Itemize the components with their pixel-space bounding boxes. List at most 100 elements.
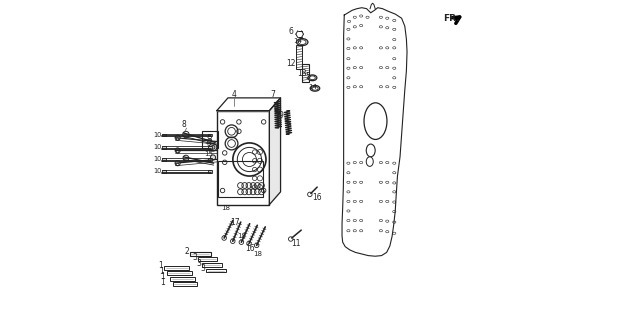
Circle shape	[239, 240, 244, 244]
Ellipse shape	[366, 16, 369, 18]
Ellipse shape	[379, 26, 382, 28]
Ellipse shape	[392, 211, 396, 213]
Text: 10: 10	[154, 144, 162, 150]
Ellipse shape	[386, 67, 389, 69]
Text: 9: 9	[278, 111, 283, 120]
Ellipse shape	[360, 86, 363, 88]
Circle shape	[247, 241, 251, 246]
Ellipse shape	[386, 231, 389, 233]
Ellipse shape	[347, 200, 350, 203]
Circle shape	[230, 239, 235, 244]
Ellipse shape	[386, 161, 389, 164]
Ellipse shape	[353, 181, 356, 183]
Ellipse shape	[366, 157, 373, 166]
Text: 16: 16	[245, 244, 254, 253]
Ellipse shape	[392, 172, 396, 174]
Text: 3: 3	[196, 259, 201, 268]
Ellipse shape	[360, 15, 363, 17]
Ellipse shape	[379, 16, 382, 18]
Ellipse shape	[347, 191, 350, 193]
Ellipse shape	[360, 200, 363, 203]
Ellipse shape	[347, 58, 350, 60]
Ellipse shape	[347, 86, 350, 88]
Ellipse shape	[311, 86, 318, 90]
Ellipse shape	[353, 86, 356, 88]
Text: 18: 18	[254, 251, 263, 257]
Text: 15: 15	[203, 151, 213, 157]
Ellipse shape	[308, 75, 317, 81]
Ellipse shape	[392, 182, 396, 184]
Ellipse shape	[353, 16, 356, 18]
Bar	[167, 271, 192, 275]
Ellipse shape	[392, 221, 396, 223]
Ellipse shape	[392, 47, 396, 49]
Ellipse shape	[366, 144, 375, 157]
Ellipse shape	[392, 19, 396, 21]
Bar	[202, 131, 218, 148]
Bar	[161, 158, 166, 161]
Ellipse shape	[310, 85, 320, 91]
Text: 14: 14	[308, 84, 317, 90]
Ellipse shape	[360, 230, 363, 232]
Ellipse shape	[347, 77, 350, 79]
Text: 8: 8	[181, 120, 187, 130]
Bar	[161, 133, 166, 136]
Ellipse shape	[379, 67, 382, 69]
Ellipse shape	[379, 161, 382, 164]
Ellipse shape	[386, 47, 389, 49]
Bar	[207, 269, 226, 272]
Text: 10: 10	[154, 132, 162, 138]
Text: 14: 14	[294, 37, 303, 44]
Text: 2: 2	[185, 247, 190, 256]
Ellipse shape	[347, 172, 350, 174]
Text: 3: 3	[192, 253, 197, 262]
Text: 4: 4	[231, 90, 236, 99]
Ellipse shape	[360, 181, 363, 183]
Ellipse shape	[360, 161, 363, 164]
Ellipse shape	[379, 86, 382, 88]
Text: 1: 1	[159, 261, 163, 270]
Bar	[202, 263, 222, 267]
Ellipse shape	[347, 230, 350, 232]
Ellipse shape	[310, 76, 315, 80]
Ellipse shape	[386, 86, 389, 88]
Ellipse shape	[347, 38, 350, 40]
Ellipse shape	[347, 67, 350, 69]
Ellipse shape	[392, 201, 396, 203]
Text: 1: 1	[160, 272, 165, 281]
Circle shape	[288, 237, 293, 241]
Text: 10: 10	[154, 168, 162, 174]
Bar	[190, 252, 212, 256]
Ellipse shape	[353, 220, 356, 222]
Ellipse shape	[386, 181, 389, 183]
Circle shape	[175, 135, 180, 140]
Ellipse shape	[379, 181, 382, 183]
Ellipse shape	[386, 17, 389, 19]
Circle shape	[175, 148, 180, 153]
Polygon shape	[269, 98, 281, 204]
Circle shape	[222, 236, 226, 240]
Ellipse shape	[298, 40, 306, 44]
Ellipse shape	[360, 67, 363, 69]
Text: 11: 11	[291, 239, 301, 248]
Bar	[217, 111, 269, 204]
Bar	[173, 282, 197, 286]
Ellipse shape	[360, 47, 363, 49]
Bar	[208, 146, 212, 149]
Ellipse shape	[379, 230, 382, 232]
Bar	[198, 258, 217, 261]
Ellipse shape	[347, 162, 350, 164]
Text: FR.: FR.	[443, 14, 460, 23]
Ellipse shape	[392, 58, 396, 60]
Ellipse shape	[392, 191, 396, 193]
Ellipse shape	[353, 47, 356, 49]
Circle shape	[254, 243, 259, 248]
Polygon shape	[217, 98, 281, 111]
Ellipse shape	[386, 220, 389, 222]
Text: 3: 3	[201, 264, 205, 274]
Text: 10: 10	[154, 156, 162, 162]
Ellipse shape	[386, 27, 389, 29]
Ellipse shape	[353, 200, 356, 203]
Circle shape	[209, 143, 217, 151]
Ellipse shape	[353, 26, 356, 28]
